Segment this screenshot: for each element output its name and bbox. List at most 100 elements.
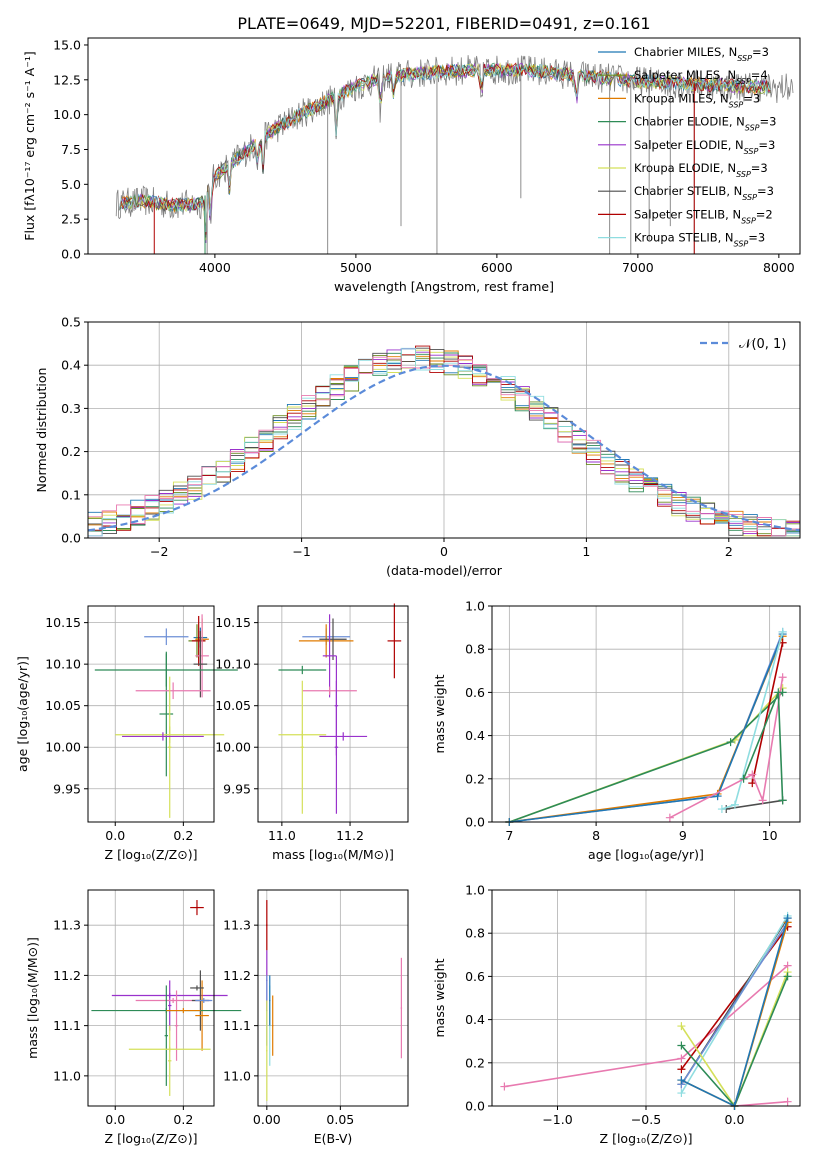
x-tick-label: 1 <box>582 544 590 559</box>
y-tick-label: 2.5 <box>61 212 81 227</box>
legend-entry: Salpeter ELODIE, NSSP=3 <box>634 138 775 156</box>
y-tick-label: 5.0 <box>61 177 81 192</box>
x-tick-label: 7000 <box>622 260 654 275</box>
weight-marker <box>778 673 787 682</box>
legend-entry: Chabrier MILES, NSSP=3 <box>634 45 769 63</box>
y-tick-label: 0.2 <box>465 1055 485 1070</box>
weight-line-1 <box>509 691 784 823</box>
mass-vs-ebv-panel: 0.00 0.05 11.0 11.1 11.2 11.3 E(B-V) <box>223 889 409 1146</box>
y-tick-label: 0.4 <box>465 1012 485 1027</box>
weight-marker <box>500 1082 509 1091</box>
y-axis-label: mass weight <box>432 958 447 1037</box>
legend-entry: Chabrier STELIB, NSSP=3 <box>634 184 774 202</box>
y-tick-label: 10.10 <box>215 657 251 672</box>
x-tick-label: 0.0 <box>105 828 125 843</box>
normal-curve <box>87 364 801 532</box>
y-tick-label: 15.0 <box>53 37 81 52</box>
y-tick-label: 1.0 <box>465 599 485 614</box>
y-tick-label: 11.0 <box>53 1068 81 1083</box>
weight-line-5 <box>680 921 789 1085</box>
x-tick-label: 0 <box>440 544 448 559</box>
y-tick-label: 0.3 <box>61 401 81 416</box>
y-tick-label: 0.0 <box>61 247 81 262</box>
x-tick-label: 0.05 <box>326 1112 354 1127</box>
x-tick-label: 8000 <box>763 260 795 275</box>
x-tick-label: 0.00 <box>253 1112 281 1127</box>
y-tick-label: 11.0 <box>223 1068 251 1083</box>
y-tick-label: 11.1 <box>223 1018 251 1033</box>
spectrum-panel: 4000 5000 6000 7000 8000 0.0 2.5 5.0 7.5 10.0 12.5… <box>22 37 801 294</box>
y-axis-label: mass weight <box>432 674 447 753</box>
weight-line-8 <box>669 677 784 819</box>
legend-entry: Kroupa STELIB, NSSP=3 <box>634 231 765 249</box>
weight-marker <box>677 1065 686 1074</box>
y-tick-label: 10.15 <box>215 615 251 630</box>
mass-vs-metallicity-panel: 0.0 0.2 11.0 11.1 11.2 11.3 Z [log₁₀(Z/Z⊙)] mas… <box>25 889 242 1146</box>
plot-frame <box>491 605 801 823</box>
weight-marker <box>677 1054 686 1063</box>
y-tick-label: 1.0 <box>465 883 485 898</box>
plot-frame <box>87 37 801 255</box>
y-tick-label: 10.10 <box>45 657 81 672</box>
weight-marker <box>717 805 726 814</box>
weight-line-3 <box>509 635 784 823</box>
x-tick-label: −0.5 <box>631 1112 661 1127</box>
y-tick-label: 11.2 <box>223 968 251 983</box>
plot-frame <box>491 889 801 1107</box>
weight-marker <box>677 1089 686 1098</box>
x-tick-label: 7 <box>505 828 513 843</box>
plot-frame <box>257 889 409 1107</box>
age-vs-mass-panel: 11.0 11.2 9.95 10.00 10.05 10.10 10.15 mass [lo… <box>215 603 409 862</box>
x-tick-label: 0.2 <box>173 828 193 843</box>
y-tick-label: 0.4 <box>61 358 81 373</box>
y-tick-label: 0.1 <box>61 487 81 502</box>
x-axis-label: Z [log₁₀(Z/Z⊙)] <box>105 1131 198 1146</box>
legend-entry: Kroupa ELODIE, NSSP=3 <box>634 161 768 179</box>
model-spectrum-kroupa_stelib <box>118 63 771 233</box>
y-axis-label: Normed distribution <box>34 368 49 493</box>
weight-vs-age-panel: 7 8 9 10 0.0 0.2 0.4 0.6 0.8 1.0 age [log₁₀(age/yr… <box>432 599 801 862</box>
weight-line-2 <box>509 631 784 823</box>
y-tick-label: 10.0 <box>53 107 81 122</box>
y-tick-label: 0.5 <box>61 315 81 330</box>
y-tick-label: 12.5 <box>53 72 81 87</box>
weight-vs-metallicity-panel: −1.0 −0.5 0.0 0.0 0.2 0.4 0.6 0.8 1.0 Z [log₁₀(Z/… <box>432 883 801 1146</box>
x-axis-label: (data-model)/error <box>386 563 503 578</box>
weight-marker <box>677 1022 686 1031</box>
weight-marker <box>665 813 674 822</box>
legend-entry: Salpeter STELIB, NSSP=2 <box>634 207 773 225</box>
spectrum-legend: Chabrier MILES, NSSP=3 Salpeter MILES, NS… <box>598 45 776 248</box>
plot-frame <box>87 605 215 823</box>
y-axis-label: Flux [fλ10⁻¹⁷ erg cm⁻² s⁻¹ A⁻¹] <box>22 51 37 240</box>
legend-entry: Salpeter MILES, NSSP=4 <box>634 68 768 86</box>
y-tick-label: 11.3 <box>53 918 81 933</box>
weight-marker <box>677 1076 686 1085</box>
weight-line-1 <box>734 1100 788 1107</box>
x-tick-label: 5000 <box>340 260 372 275</box>
weight-line-4 <box>509 633 784 823</box>
weight-line-0 <box>509 687 784 823</box>
y-tick-label: 0.6 <box>465 969 485 984</box>
y-tick-label: 11.1 <box>53 1018 81 1033</box>
residual-histogram-panel: −2 −1 0 1 2 0.0 0.1 0.2 0.3 0.4 0.5 (data-model)/er… <box>34 315 801 578</box>
x-tick-label: 9 <box>679 828 687 843</box>
y-axis-label: age [log₁₀(age/yr)] <box>15 656 30 772</box>
y-tick-label: 10.00 <box>215 740 251 755</box>
weight-marker <box>730 800 739 809</box>
y-tick-label: 0.6 <box>465 685 485 700</box>
y-tick-label: 0.2 <box>61 444 81 459</box>
weight-marker <box>748 770 757 779</box>
x-tick-label: 11.2 <box>336 828 364 843</box>
x-tick-label: 0.2 <box>173 1112 193 1127</box>
y-axis-label: mass [log₁₀(M/M⊙)] <box>25 937 40 1059</box>
plot-frame <box>257 605 409 823</box>
y-tick-label: 0.0 <box>61 531 81 546</box>
plot-frame <box>87 889 215 1107</box>
weight-marker <box>758 796 767 805</box>
y-tick-label: 10.15 <box>45 615 81 630</box>
legend-entry: Chabrier ELODIE, NSSP=3 <box>634 115 776 133</box>
weight-marker <box>778 627 787 636</box>
y-tick-label: 0.0 <box>465 1099 485 1114</box>
y-tick-label: 11.2 <box>53 968 81 983</box>
